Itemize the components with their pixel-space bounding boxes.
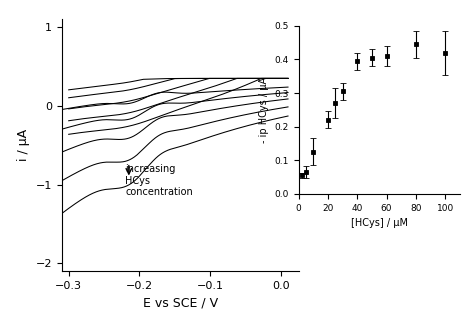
Y-axis label: - ip HCys / μA: - ip HCys / μA [259, 77, 269, 143]
Y-axis label: i / μA: i / μA [17, 129, 30, 162]
Text: increasing
HCys
concentration: increasing HCys concentration [125, 164, 193, 197]
X-axis label: [HCys] / μM: [HCys] / μM [351, 218, 408, 228]
X-axis label: E vs SCE / V: E vs SCE / V [143, 297, 218, 310]
